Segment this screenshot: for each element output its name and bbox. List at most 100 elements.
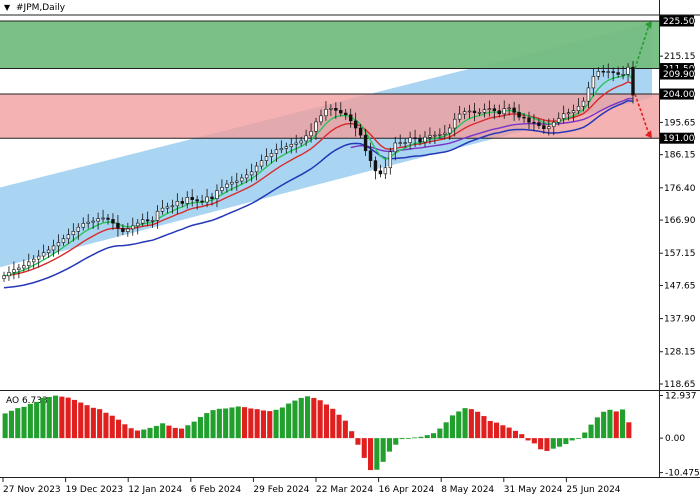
candle [185,191,189,209]
candle [136,219,140,235]
ao-bar [197,417,203,439]
price-tick-label: 166.90 [664,216,696,226]
candle [190,189,194,207]
ao-bar [71,399,77,439]
ao-bar [620,409,626,439]
ao-bar [21,406,27,439]
candle [621,66,625,80]
candle [353,112,358,137]
date-label: 22 Mar 2024 [316,485,373,495]
ao-bar [443,422,449,439]
ao-bar [172,427,178,439]
ao-bar [386,438,392,452]
candle [438,128,442,139]
candle [517,104,521,121]
ao-bar [65,397,71,439]
candle [170,199,175,214]
candle [160,200,165,215]
forecast-arrow-down [634,93,650,135]
date-label: 29 Feb 2024 [253,485,309,495]
ao-bar [34,401,40,439]
price-tick-label: 118.65 [664,380,696,390]
candle [51,239,56,257]
candle [61,234,66,246]
candle [413,129,417,148]
ao-bar [46,396,52,439]
candle [71,223,76,242]
ao-bar [27,403,33,439]
candle [101,209,105,223]
candle [507,103,511,116]
candle [2,271,6,282]
candle [200,194,204,206]
svg-text:209.90: 209.90 [663,70,695,80]
ao-bar [235,406,241,439]
ao-bar [191,421,197,439]
candle [502,100,506,119]
candle [116,214,120,237]
ao-bar [122,424,128,439]
ao-bar [557,438,563,447]
price-tick-label: 176.40 [664,184,696,194]
ao-bar [519,434,525,439]
moving-averages [3,72,634,289]
ao-bar [550,438,556,449]
triangle-down-icon[interactable]: ▼ [4,3,11,12]
candle [46,245,51,258]
candle [388,147,393,175]
candle [443,124,447,140]
ao-bar [97,409,103,439]
ao-bar [626,422,632,439]
price-tick-label: 157.15 [664,249,696,259]
ao-bar [59,396,65,439]
main-panel[interactable] [0,20,659,289]
candle [398,134,402,147]
ao-bar [90,407,96,439]
candle [106,213,110,225]
ao-bar [147,427,153,439]
candle [264,148,269,166]
ao-bar [531,438,537,444]
candle [576,98,581,115]
ao-bar [380,438,386,462]
candle [566,108,571,121]
price-badge: 204.00 [660,88,695,100]
candle [269,149,274,164]
candle [631,61,635,104]
axis-frame [0,0,700,478]
candle [249,163,254,182]
candles [2,61,635,282]
candle [373,156,378,180]
candle [527,111,531,130]
svg-text:191.00: 191.00 [663,134,695,144]
ao-bar [260,410,266,439]
ao-bar [279,407,285,439]
price-badge: 191.00 [660,132,695,144]
candle [329,104,333,117]
candle [27,253,31,271]
svg-text:204.00: 204.00 [663,90,695,100]
ao-bar [216,408,222,439]
candle [240,173,244,185]
ao-bar [349,431,355,439]
ao-panel[interactable]: AO 6.733 12.937 0.00 -10.475 [2,392,700,479]
ao-bar [336,414,342,439]
ao-bar [286,403,292,439]
ao-bar [298,397,304,439]
date-label: 12 Jan 2024 [128,485,182,495]
price-tick-label: 215.15 [664,52,696,62]
ao-bar [273,409,279,439]
candle [86,213,90,229]
ao-tick-label: 12.937 [665,392,697,402]
zone-boundary-lines [0,20,659,139]
ao-bar [15,408,21,439]
ao-bar [437,428,443,439]
ao-bar [582,432,588,439]
price-tick-label: 186.15 [664,151,696,161]
forecast-arrows [634,21,652,139]
ao-bar [330,408,336,439]
candle [542,119,546,134]
